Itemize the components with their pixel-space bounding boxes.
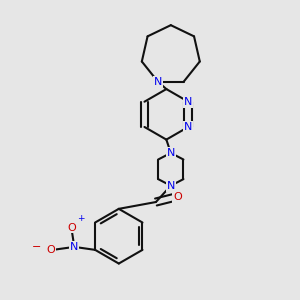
Text: O: O	[67, 223, 76, 232]
Text: O: O	[46, 245, 55, 255]
Text: N: N	[70, 242, 79, 252]
Text: N: N	[167, 148, 175, 158]
Text: N: N	[184, 97, 192, 107]
Text: −: −	[32, 242, 41, 252]
Text: N: N	[154, 77, 162, 87]
Text: +: +	[77, 214, 85, 223]
Text: N: N	[184, 122, 192, 132]
Text: O: O	[173, 192, 182, 202]
Text: N: N	[167, 181, 175, 191]
